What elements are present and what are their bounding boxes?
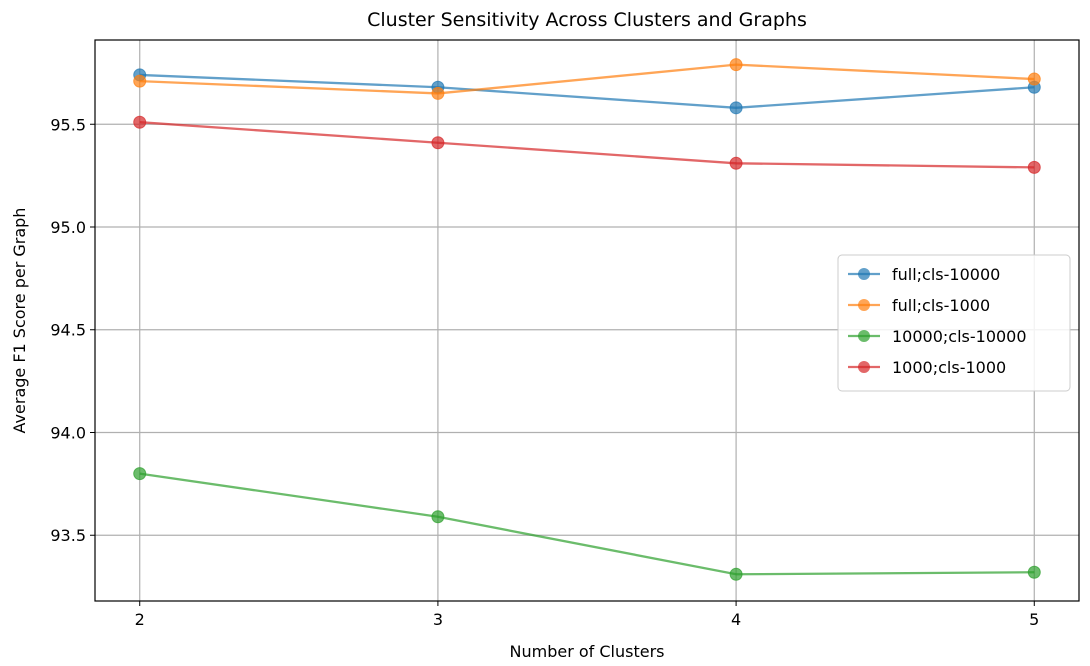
legend-swatch-marker: [858, 330, 870, 342]
data-point: [431, 510, 445, 524]
legend-label: 10000;cls-10000: [892, 327, 1027, 346]
x-tick-label: 5: [1029, 610, 1039, 629]
y-axis-title: Average F1 Score per Graph: [10, 208, 29, 434]
data-point: [133, 467, 147, 481]
legend-entry: full;cls-1000: [848, 296, 990, 315]
axis-ticks: 2 3 4 5 93.5 94.0 94.5 95.0 95.5: [50, 115, 1039, 629]
chart-title: Cluster Sensitivity Across Clusters and …: [367, 9, 807, 31]
legend-swatch-marker: [858, 299, 870, 311]
legend-entry: 10000;cls-10000: [848, 327, 1027, 346]
series-2: [133, 467, 1041, 581]
y-tick-label: 95.5: [50, 115, 86, 134]
series-line: [139, 472, 1035, 576]
legend-entry: 1000;cls-1000: [848, 358, 1006, 377]
data-point: [431, 86, 445, 100]
x-tick-label: 2: [135, 610, 145, 629]
legend-swatch-marker: [858, 361, 870, 373]
legend-swatch-marker: [858, 268, 870, 280]
legend-entry: full;cls-10000: [848, 265, 1000, 284]
grid: [95, 40, 1079, 601]
x-tick-label: 3: [433, 610, 443, 629]
data-point: [133, 115, 147, 129]
series-line: [139, 73, 1035, 109]
x-tick-label: 4: [731, 610, 741, 629]
series-0: [133, 68, 1041, 115]
data-point: [1027, 160, 1041, 174]
legend-label: full;cls-10000: [892, 265, 1000, 284]
legend-box: [837, 254, 1071, 392]
plot-frame: [94, 39, 1080, 602]
y-tick-label: 94.0: [50, 423, 86, 442]
series-1: [133, 58, 1041, 100]
x-axis-title: Number of Clusters: [510, 642, 665, 661]
legend-label: full;cls-1000: [892, 296, 990, 315]
legend-label: 1000;cls-1000: [892, 358, 1006, 377]
y-tick-label: 93.5: [50, 526, 86, 545]
series-line: [139, 63, 1035, 95]
data-point: [729, 156, 743, 170]
data-point: [133, 74, 147, 88]
data-point: [1027, 565, 1041, 579]
y-tick-label: 95.0: [50, 218, 86, 237]
y-tick-label: 94.5: [50, 321, 86, 340]
data-point: [1027, 72, 1041, 86]
data-point: [729, 101, 743, 115]
data-point: [729, 567, 743, 581]
data-point: [431, 136, 445, 150]
series-lines: [133, 58, 1041, 581]
series-3: [133, 115, 1041, 174]
series-line: [139, 121, 1035, 169]
legend: full;cls-10000 full;cls-1000 10000;cls-100…: [837, 254, 1071, 392]
data-point: [729, 58, 743, 72]
